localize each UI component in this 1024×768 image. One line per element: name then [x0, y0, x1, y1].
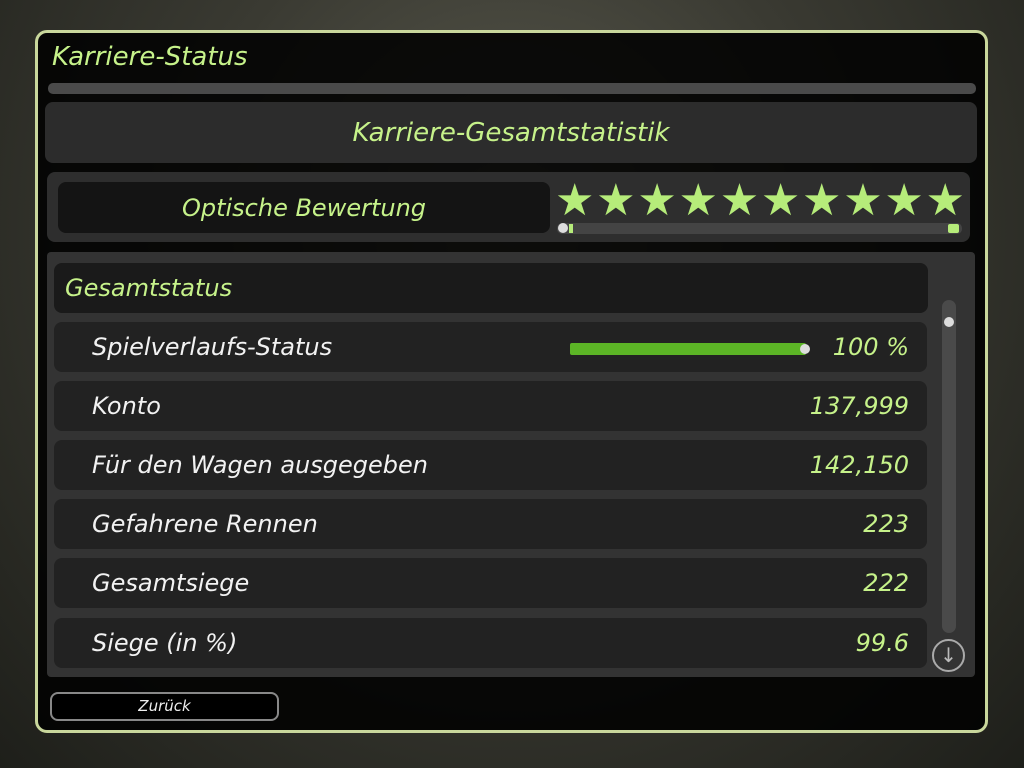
stat-row: Konto 137,999: [54, 381, 927, 431]
stat-value: 100 %: [832, 333, 909, 361]
meter-end-mark: [948, 224, 959, 233]
progress-bar: [570, 343, 810, 355]
title-divider: [48, 83, 976, 94]
scrollbar-thumb[interactable]: [944, 317, 954, 327]
stat-row: Für den Wagen ausgegeben 142,150: [54, 440, 927, 490]
star-icon: ★: [637, 175, 677, 226]
star-icon: ★: [596, 175, 636, 226]
back-button[interactable]: Zurück: [50, 692, 279, 721]
stat-row: Gefahrene Rennen 223: [54, 499, 927, 549]
stat-label: Gesamtsiege: [92, 569, 250, 597]
star-icon: ★: [678, 175, 718, 226]
rating-stars: ★ ★ ★ ★ ★ ★ ★ ★ ★ ★: [555, 178, 965, 224]
stat-row: Spielverlaufs-Status 100 %: [54, 322, 927, 372]
stat-label: Spielverlaufs-Status: [92, 333, 333, 361]
stat-row: Siege (in %) 99.6: [54, 618, 927, 668]
rating-label: Optische Bewertung: [58, 182, 550, 233]
star-icon: ★: [802, 175, 842, 226]
stat-value: 137,999: [809, 392, 909, 420]
star-icon: ★: [555, 175, 595, 226]
stat-label: Konto: [92, 392, 161, 420]
star-icon: ★: [925, 175, 965, 226]
stat-label: Für den Wagen ausgegeben: [92, 451, 428, 479]
meter-start-knob: [558, 223, 568, 233]
stat-value: 99.6: [855, 629, 909, 657]
meter-start-mark: [569, 224, 573, 233]
stat-value: 222: [863, 569, 909, 597]
stat-value: 142,150: [809, 451, 909, 479]
stat-value: 223: [863, 510, 909, 538]
star-icon: ★: [884, 175, 924, 226]
window-title: Karriere-Status: [52, 42, 248, 72]
rating-meter: [557, 223, 962, 234]
star-icon: ★: [843, 175, 883, 226]
section-header: Gesamtstatus: [54, 263, 928, 313]
progress-knob: [800, 344, 810, 354]
star-icon: ★: [719, 175, 760, 226]
progress-fill: [570, 343, 806, 355]
stat-label: Siege (in %): [92, 629, 238, 657]
stat-label: Gefahrene Rennen: [92, 510, 318, 538]
scrollbar[interactable]: [942, 300, 956, 633]
scroll-down-arrow-icon[interactable]: ↓: [932, 639, 965, 672]
star-icon: ★: [760, 175, 801, 226]
stat-row: Gesamtsiege 222: [54, 558, 927, 608]
page-header: Karriere-Gesamtstatistik: [45, 102, 977, 163]
